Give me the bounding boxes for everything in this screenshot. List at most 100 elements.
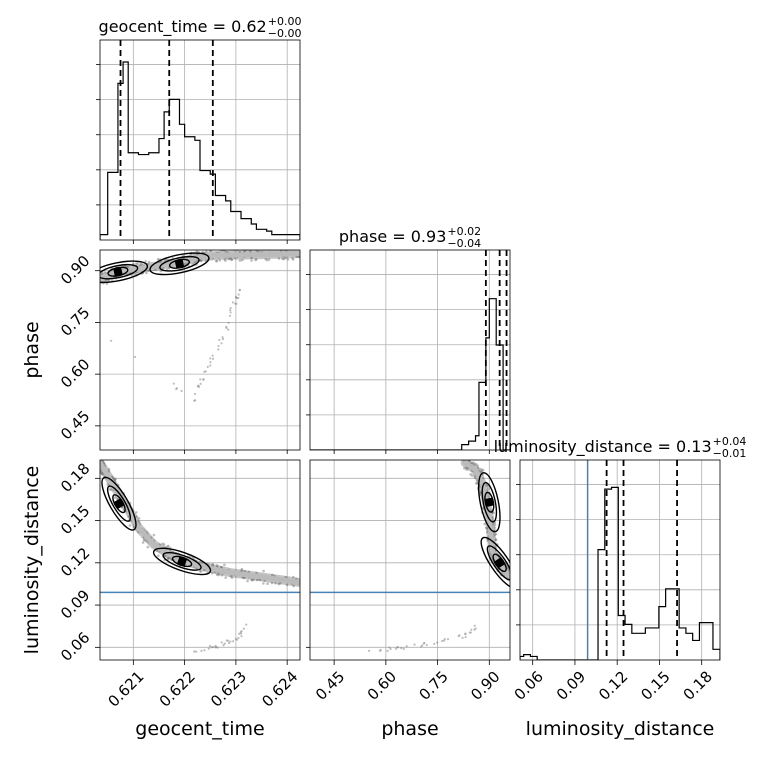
sample-point: [223, 563, 226, 567]
tail-point: [194, 650, 198, 653]
tail-point: [217, 348, 220, 351]
scatter-panel-frame: [309, 459, 511, 661]
contour-outer: [480, 536, 510, 589]
sample-point: [97, 276, 100, 279]
tail-point: [193, 650, 196, 653]
sample-point: [249, 250, 252, 253]
sample-point: [485, 483, 488, 487]
sample-point: [97, 457, 100, 460]
y-tick-label: 0.09: [57, 586, 93, 622]
sample-point: [284, 250, 288, 252]
tail-point: [193, 392, 197, 396]
sample-point: [476, 464, 479, 467]
tail-point: [402, 647, 405, 650]
density-peak: [484, 497, 495, 507]
tail-point: [216, 646, 219, 649]
sample-point: [128, 524, 132, 527]
hist-grid: [310, 250, 510, 450]
density-peak: [176, 556, 188, 567]
sample-point: [467, 457, 470, 460]
sample-point: [194, 260, 197, 264]
sample-point: [103, 271, 107, 274]
sample-point: [494, 538, 498, 542]
sample-point: [105, 282, 109, 285]
contour-group: [477, 472, 501, 533]
sample-point: [107, 467, 111, 471]
tail-point: [197, 384, 200, 387]
scatter-grid: [100, 250, 300, 450]
sample-point: [277, 582, 281, 586]
tail-point: [378, 649, 382, 652]
tail-point: [223, 642, 226, 645]
tail-point: [175, 387, 179, 390]
tail-point: [446, 638, 450, 641]
sample-point: [166, 545, 170, 549]
tail-point: [172, 382, 175, 385]
sample-point: [146, 545, 150, 549]
tail-point: [227, 328, 230, 331]
contour-group: [149, 252, 210, 276]
hist-panel-phase: phase = 0.93 +0.02−0.04: [306, 225, 511, 451]
sample-point: [250, 578, 254, 582]
sample-point: [113, 496, 117, 499]
tail-point: [199, 378, 202, 381]
contour-outer: [101, 476, 137, 531]
tail-points: [368, 624, 477, 652]
contour-group: [100, 260, 149, 284]
tail-point: [394, 647, 397, 650]
contour-group: [480, 536, 510, 589]
sample-point: [266, 582, 269, 586]
tail-point: [368, 649, 371, 652]
tail-point: [227, 639, 230, 642]
hist-panel-luminosity_distance-content: [520, 460, 720, 660]
contour-middle: [481, 481, 498, 523]
tail-point: [207, 647, 210, 650]
sample-point: [157, 554, 160, 558]
tail-point: [245, 623, 248, 626]
sample-point: [224, 576, 228, 579]
sample-point: [301, 580, 304, 583]
x-tick-label: 0.09: [553, 668, 589, 704]
x-tick-label: 0.75: [415, 668, 451, 704]
tail-point: [203, 370, 206, 373]
scatter-panel-frame: [99, 249, 301, 451]
sample-point: [270, 581, 274, 585]
hist-panel-luminosity_distance: luminosity_distance = 0.13 +0.04−0.01: [494, 435, 746, 661]
sample-point: [167, 266, 171, 270]
sample-point: [292, 584, 295, 588]
density-peak: [113, 498, 125, 510]
sample-point: [224, 259, 227, 262]
sample-point: [479, 492, 483, 495]
tail-point: [443, 637, 446, 641]
tail-point: [221, 336, 224, 339]
tail-point: [218, 338, 221, 342]
hist-panel-geocent_time: geocent_time = 0.62 +0.00−0.00: [96, 15, 301, 241]
sample-point: [137, 517, 141, 520]
x-tick-label: 0.623: [207, 668, 250, 711]
tail-point: [389, 647, 392, 651]
sample-point: [467, 460, 471, 463]
sample-point: [142, 538, 146, 542]
tail-point: [240, 635, 243, 638]
tail-point: [229, 640, 232, 643]
tail-point: [238, 288, 241, 292]
y-tick-label: 0.60: [57, 355, 93, 391]
y-tick-label: 0.06: [57, 628, 93, 664]
hist-panel-frame: [99, 39, 301, 241]
tail-point: [473, 624, 476, 627]
tail-point: [199, 382, 202, 385]
tail-point: [237, 636, 240, 640]
sample-point: [246, 579, 249, 583]
tail-point: [222, 644, 225, 647]
tail-point: [396, 646, 399, 649]
tail-point: [229, 306, 232, 310]
tail-point: [193, 399, 196, 402]
panel-title-luminosity_distance: luminosity_distance = 0.13: [494, 437, 712, 457]
tail-point: [423, 641, 426, 645]
y-tick-label: 0.18: [57, 459, 93, 495]
sample-point: [465, 468, 469, 471]
y-tick-label: 0.45: [57, 407, 93, 443]
scatter-grid: [100, 460, 300, 660]
x-tick-label: 0.45: [312, 668, 348, 704]
contour-outer: [152, 547, 212, 576]
